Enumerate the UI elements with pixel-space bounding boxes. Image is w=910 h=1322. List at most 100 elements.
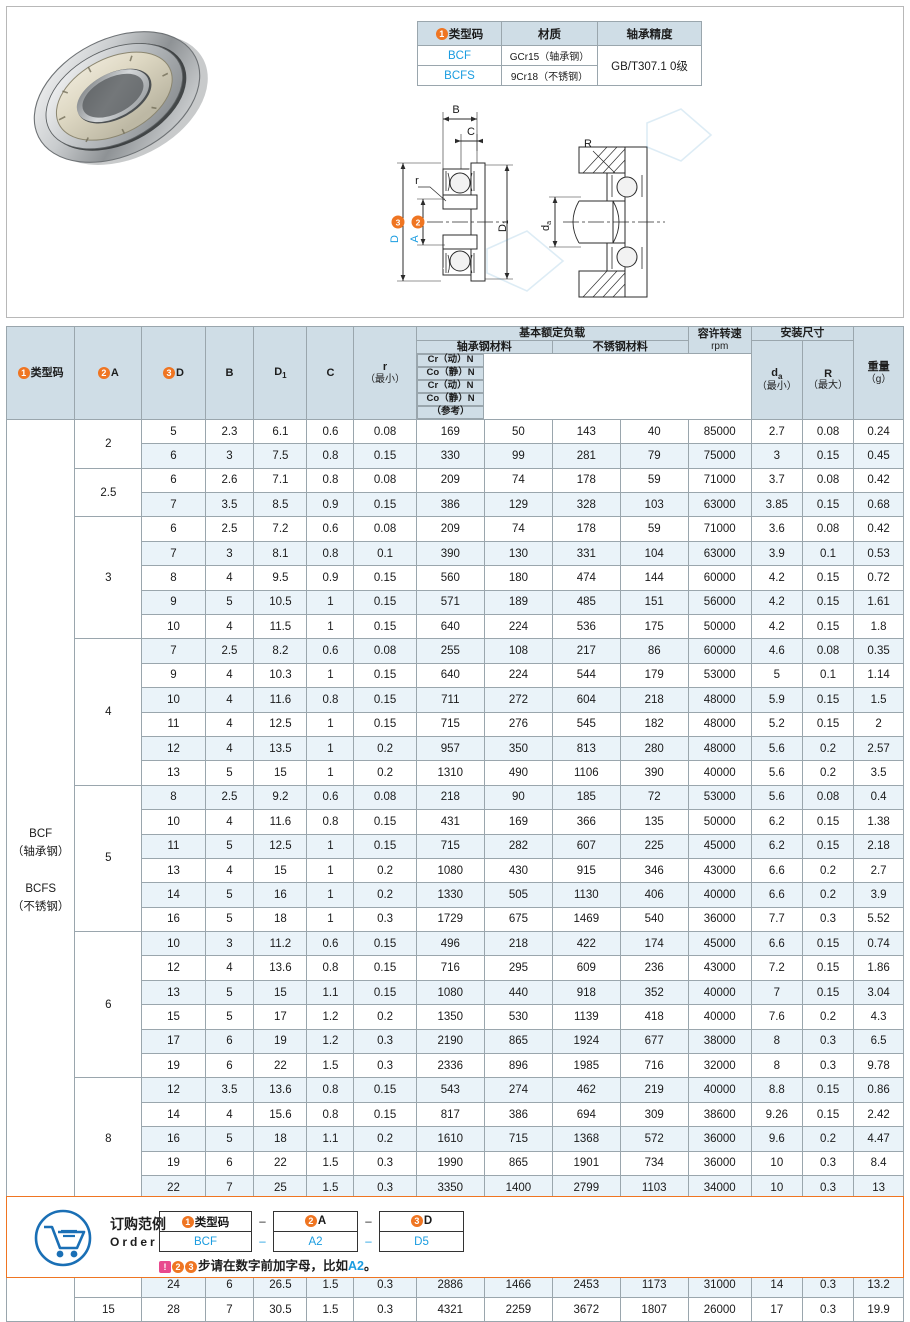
cell-da: 6.6 (750, 857, 803, 884)
cell-cr-stainless: 143 (551, 418, 621, 445)
cell-co-stainless: 309 (619, 1101, 689, 1128)
cell-r-value: 0.08 (353, 418, 417, 445)
cell-b-value: 3.5 (204, 492, 255, 518)
cell-speed: 53000 (687, 662, 752, 689)
cell-co-bearing: 129 (483, 492, 553, 518)
cell-co-stainless: 72 (619, 784, 689, 811)
cell-co-bearing: 189 (483, 589, 553, 616)
cell-cr-bearing: 640 (415, 614, 485, 640)
cell-d1-value: 7.5 (253, 443, 308, 469)
cell-co-bearing: 272 (483, 687, 553, 713)
cell-da: 4.2 (750, 565, 803, 591)
cell-cr-stainless: 915 (551, 857, 621, 884)
cell-d-value: 6 (141, 467, 206, 494)
cell-cr-stainless: 694 (551, 1101, 621, 1128)
cell-weight: 5.52 (853, 906, 904, 933)
order-note: ! 2 3 步请在数字前加字母，比如A2。 (159, 1255, 377, 1274)
cell-cr-bearing: 496 (415, 931, 485, 957)
cell-b-value: 3 (204, 540, 255, 567)
accuracy-value: GB/T307.1 0级 (597, 45, 702, 86)
cell-da: 3.7 (750, 467, 803, 494)
cell-bigr: 0.3 (801, 906, 855, 933)
table-row: 11 4 12.5 1 0.15 715 276 545 182 48000 5.2 0.15 2 (7, 711, 904, 737)
cell-bigr: 0.15 (801, 711, 855, 737)
cell-co-bearing: 274 (483, 1077, 553, 1103)
header-stainless-steel: 不锈钢材料 (551, 339, 689, 355)
cell-co-bearing: 530 (483, 1004, 553, 1030)
cell-co-stainless: 175 (619, 614, 689, 640)
cell-r-value: 0.15 (353, 931, 417, 957)
cell-d1-value: 19 (253, 1028, 308, 1055)
cell-weight: 3.04 (853, 979, 904, 1006)
cell-bigr: 0.3 (801, 1296, 855, 1322)
cell-cr-stainless: 536 (551, 614, 621, 640)
cell-d-value: 15 (141, 1004, 206, 1030)
cell-speed: 32000 (687, 1053, 752, 1079)
cell-co-stainless: 406 (619, 882, 689, 908)
table-row: 10 4 11.5 1 0.15 640 224 536 175 50000 4.2 0.15 1.8 (7, 614, 904, 640)
cell-d1-value: 15 (253, 857, 308, 884)
cell-da: 5.6 (750, 784, 803, 811)
cell-c-value: 1 (306, 589, 355, 616)
cell-d-value: 14 (141, 882, 206, 908)
cell-speed: 60000 (687, 638, 752, 664)
cell-cr-bearing: 711 (415, 687, 485, 713)
cell-co-stainless: 236 (619, 955, 689, 981)
cell-c-value: 0.6 (306, 516, 355, 542)
order-value-d: D5 (379, 1231, 464, 1252)
table-row: 8 4 9.5 0.9 0.15 560 180 474 144 60000 4.2 0.15 0.72 (7, 565, 904, 591)
cell-a-value: 2 (74, 418, 143, 469)
cell-cr-bearing: 330 (415, 443, 485, 469)
cell-b-value: 4 (204, 735, 255, 762)
cell-co-bearing: 865 (483, 1028, 553, 1055)
cell-cr-bearing: 1330 (415, 882, 485, 908)
cell-bigr: 0.2 (801, 1004, 855, 1030)
cell-speed: 63000 (687, 540, 752, 567)
cell-r-value: 0.15 (353, 1101, 417, 1128)
cell-cr-stainless: 813 (551, 735, 621, 762)
cell-co-bearing: 2259 (483, 1296, 553, 1322)
cell-da: 3.85 (750, 492, 803, 518)
cell-d-value: 9 (141, 662, 206, 689)
cell-b-value: 3 (204, 443, 255, 469)
cell-cr-stainless: 178 (551, 467, 621, 494)
cell-b-value: 4 (204, 711, 255, 737)
cell-b-value: 4 (204, 662, 255, 689)
cell-cr-stainless: 604 (551, 687, 621, 713)
cell-weight: 1.8 (853, 614, 904, 640)
cell-cr-bearing: 209 (415, 516, 485, 542)
cell-weight: 0.4 (853, 784, 904, 811)
cell-da: 5.2 (750, 711, 803, 737)
cell-d-value: 11 (141, 833, 206, 859)
cell-cr-stainless: 485 (551, 589, 621, 616)
cell-d-value: 9 (141, 589, 206, 616)
cell-cr-stainless: 545 (551, 711, 621, 737)
cell-c-value: 1 (306, 857, 355, 884)
cell-c-value: 0.9 (306, 492, 355, 518)
cell-r-value: 0.1 (353, 540, 417, 567)
table-row: 6 10 3 11.2 0.6 0.15 496 218 422 174 45000 6.6 0.15 0… (7, 931, 904, 1079)
badge-1-icon: 1 (435, 28, 448, 41)
cell-da: 9.26 (750, 1101, 803, 1128)
cell-bigr: 0.15 (801, 931, 855, 957)
cell-weight: 2 (853, 711, 904, 737)
cell-speed: 50000 (687, 809, 752, 835)
cell-co-stainless: 572 (619, 1126, 689, 1152)
cell-co-stainless: 86 (619, 638, 689, 664)
cell-d1-value: 7.2 (253, 516, 308, 542)
cell-da: 4.6 (750, 638, 803, 664)
cell-weight: 4.3 (853, 1004, 904, 1030)
cell-co-bearing: 350 (483, 735, 553, 762)
cell-cr-stainless: 544 (551, 662, 621, 689)
cell-da: 5.6 (750, 735, 803, 762)
cell-da: 4.2 (750, 589, 803, 616)
cell-b-value: 5 (204, 882, 255, 908)
badge-3-icon: 3 (185, 1260, 197, 1273)
cell-cr-stainless: 185 (551, 784, 621, 811)
cell-speed: 40000 (687, 1077, 752, 1103)
cell-co-bearing: 505 (483, 882, 553, 908)
cell-d1-value: 22 (253, 1053, 308, 1079)
cell-cr-bearing: 716 (415, 955, 485, 981)
cell-b-value: 5 (204, 760, 255, 786)
